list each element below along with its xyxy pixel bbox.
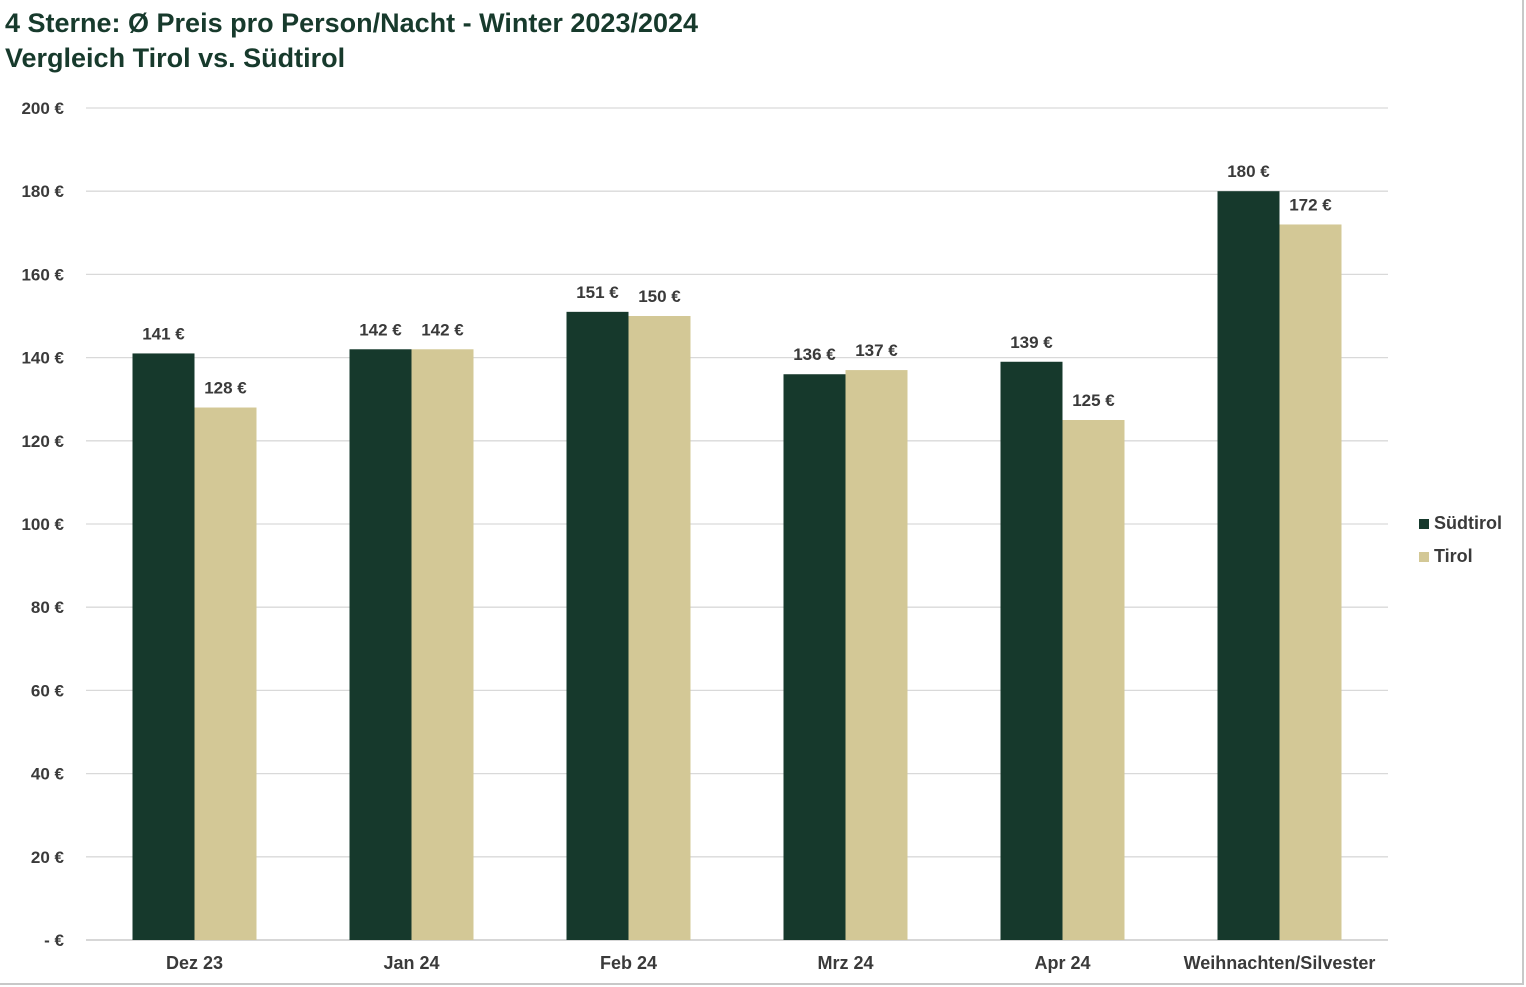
legend-label-tirol: Tirol xyxy=(1434,546,1473,566)
data-label: 125 € xyxy=(1072,391,1115,410)
data-labels: 141 € 128 € 142 € 142 € 151 € 150 € 136 € 137 €… xyxy=(142,162,1332,410)
legend-label-suedtirol: Südtirol xyxy=(1434,513,1502,533)
y-tick-label: 180 € xyxy=(21,182,64,201)
x-tick-label: Mrz 24 xyxy=(817,953,873,973)
chart-title-line2: Vergleich Tirol vs. Südtirol xyxy=(5,43,346,73)
data-label: 141 € xyxy=(142,324,185,343)
y-tick-label: 140 € xyxy=(21,349,64,368)
data-label: 136 € xyxy=(793,345,836,364)
y-tick-label: - € xyxy=(44,931,64,950)
chart-title: 4 Sterne: Ø Preis pro Person/Nacht - Win… xyxy=(5,6,698,76)
data-label: 172 € xyxy=(1289,195,1332,214)
y-tick-label: 120 € xyxy=(21,432,64,451)
data-label: 150 € xyxy=(638,287,681,306)
y-tick-label: 20 € xyxy=(31,848,65,867)
bar-suedtirol xyxy=(566,311,629,941)
data-label: 151 € xyxy=(576,283,619,302)
y-axis-labels: - € 20 € 40 € 60 € 80 € 100 € 120 € 140 € 160 € 1… xyxy=(21,99,64,950)
data-label: 180 € xyxy=(1227,162,1270,181)
legend-item-suedtirol: Südtirol xyxy=(1419,507,1502,540)
legend: Südtirol Tirol xyxy=(1419,507,1502,573)
bar-tirol xyxy=(1062,420,1125,940)
data-label: 142 € xyxy=(421,320,464,339)
x-axis-labels: Dez 23 Jan 24 Feb 24 Mrz 24 Apr 24 Weihnachte… xyxy=(166,953,1375,973)
bar-suedtirol xyxy=(349,349,412,940)
y-tick-label: 60 € xyxy=(31,681,65,700)
bar-tirol xyxy=(1279,224,1342,941)
bar-suedtirol xyxy=(1217,191,1280,940)
bar-suedtirol xyxy=(783,374,846,940)
bar-tirol xyxy=(628,316,691,940)
bar-tirol xyxy=(411,349,474,940)
chart-title-line1: 4 Sterne: Ø Preis pro Person/Nacht - Win… xyxy=(5,8,699,38)
y-tick-label: 40 € xyxy=(31,765,65,784)
y-tick-label: 80 € xyxy=(31,598,65,617)
x-tick-label: Weihnachten/Silvester xyxy=(1184,953,1376,973)
legend-swatch-tirol xyxy=(1419,551,1429,562)
data-label: 142 € xyxy=(359,320,402,339)
x-tick-label: Feb 24 xyxy=(600,953,657,973)
y-tick-label: 160 € xyxy=(21,265,64,284)
bar-tirol xyxy=(845,370,908,941)
bars xyxy=(132,191,1342,941)
gridlines xyxy=(86,107,1388,941)
x-tick-label: Jan 24 xyxy=(383,953,439,973)
bar-tirol xyxy=(194,407,257,940)
y-tick-label: 100 € xyxy=(21,515,64,534)
bar-suedtirol xyxy=(1000,361,1063,940)
data-label: 137 € xyxy=(855,341,898,360)
data-label: 139 € xyxy=(1010,333,1053,352)
x-tick-label: Apr 24 xyxy=(1034,953,1090,973)
bar-suedtirol xyxy=(132,353,195,940)
x-tick-label: Dez 23 xyxy=(166,953,223,973)
y-tick-label: 200 € xyxy=(21,99,64,118)
legend-swatch-suedtirol xyxy=(1419,518,1429,529)
legend-item-tirol: Tirol xyxy=(1419,540,1502,573)
data-label: 128 € xyxy=(204,379,247,398)
